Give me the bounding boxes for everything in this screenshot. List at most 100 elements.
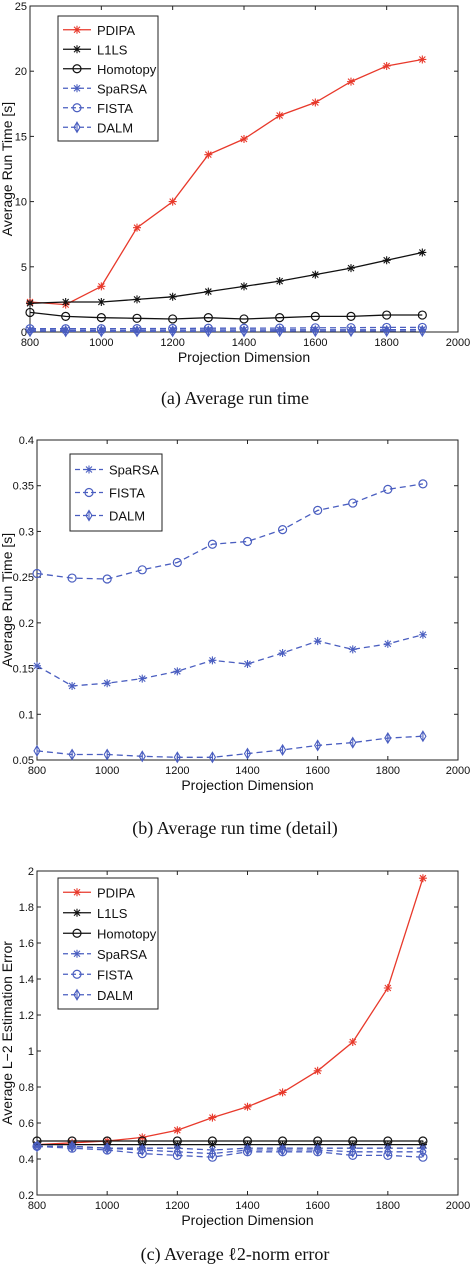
point-homotopy — [207, 1136, 218, 1146]
point-fista — [418, 479, 428, 489]
point-homotopy — [382, 310, 392, 320]
y-tick-label: 5 — [21, 262, 27, 274]
y-tick-label: 20 — [15, 66, 27, 78]
series-line-dalm — [36, 735, 423, 758]
point-homotopy — [132, 313, 142, 323]
point-homotopy — [203, 313, 213, 323]
point-pdipa — [208, 1113, 217, 1122]
point-dalm — [311, 325, 319, 338]
series-dalm — [33, 730, 427, 764]
caption-b: (b) Average run time (detail) — [132, 818, 338, 838]
point-dalm — [419, 730, 427, 743]
point-dalm — [208, 1147, 217, 1160]
y-tick-label: 0.2 — [19, 1190, 34, 1202]
point-dalm — [173, 1145, 181, 1158]
point-l1ls — [275, 277, 284, 286]
point-l1ls — [311, 270, 320, 279]
y-tick-label: 0.2 — [19, 618, 34, 630]
legend-marker — [72, 928, 82, 938]
series-sparsa — [33, 630, 427, 690]
point-sparsa — [278, 649, 287, 658]
legend-marker — [72, 969, 82, 979]
y-axis-label: Average L−2 Estimation Error — [0, 941, 15, 1125]
point-dalm — [349, 736, 357, 749]
point-l1ls — [240, 282, 248, 291]
point-pdipa — [418, 55, 427, 64]
caption-a: (a) Average run time — [160, 388, 310, 408]
legend-label: Homotopy — [97, 62, 157, 77]
y-tick-label: 15 — [15, 131, 27, 143]
x-tick-label: 1200 — [165, 1200, 189, 1212]
point-dalm — [276, 325, 284, 338]
legend-label: FISTA — [97, 101, 133, 116]
series-l1ls — [26, 248, 427, 308]
point-dalm — [384, 731, 392, 745]
x-tick-label: 1600 — [305, 1200, 329, 1212]
legend-marker — [72, 103, 82, 113]
point-dalm — [138, 1143, 146, 1157]
y-tick-label: 2 — [28, 866, 34, 878]
point-fista — [172, 557, 182, 568]
point-dalm — [68, 748, 76, 761]
y-tick-label: 0.05 — [13, 755, 34, 767]
x-tick-label: 1400 — [232, 337, 256, 349]
point-dalm — [278, 1143, 287, 1157]
point-dalm — [62, 325, 70, 338]
legend-item-l1ls: L1LS — [63, 42, 128, 57]
series-dalm — [33, 1140, 427, 1160]
x-tick-label: 1800 — [376, 1200, 400, 1212]
point-pdipa — [243, 1102, 252, 1111]
legend-marker — [73, 121, 81, 134]
legend-marker — [85, 509, 93, 522]
x-tick-label: 1000 — [95, 765, 119, 777]
point-sparsa — [243, 660, 252, 668]
legend-item-dalm: DALM — [63, 988, 133, 1003]
point-dalm — [97, 325, 105, 338]
point-l1ls — [168, 292, 177, 301]
point-dalm — [169, 325, 177, 338]
x-tick-label: 1000 — [95, 1200, 119, 1212]
legend-marker — [73, 949, 81, 958]
series-line-sparsa — [36, 634, 424, 687]
point-sparsa — [103, 679, 112, 688]
point-homotopy — [239, 314, 249, 324]
legend-box — [57, 877, 159, 1010]
point-dalm — [26, 325, 34, 338]
point-homotopy — [25, 307, 35, 318]
x-tick-label: 1400 — [235, 1200, 259, 1212]
point-sparsa — [138, 674, 147, 683]
point-dalm — [243, 1143, 252, 1157]
point-dalm — [243, 747, 252, 760]
legend-item-pdipa: PDIPA — [63, 885, 135, 900]
point-fista — [102, 574, 112, 584]
series-line-sparsa — [29, 328, 423, 331]
point-dalm — [347, 325, 355, 338]
point-homotopy — [346, 311, 356, 321]
point-fista — [242, 536, 253, 547]
point-l1ls — [61, 298, 70, 307]
legend-label: PDIPA — [97, 23, 135, 38]
x-tick-label: 800 — [28, 1200, 46, 1212]
legend: PDIPA L1LS Homotopy SpaRSA FISTA DALM — [57, 877, 159, 1010]
x-tick-label: 2000 — [446, 1200, 470, 1212]
legend: SpaRSA FISTA DALM — [69, 453, 163, 532]
legend-item-fista: FISTA — [63, 101, 133, 116]
point-dalm — [173, 751, 181, 764]
point-sparsa — [313, 637, 322, 646]
series-line-dalm — [37, 1145, 423, 1155]
x-tick-label: 800 — [21, 337, 39, 349]
legend-item-sparsa: SpaRSA — [63, 81, 147, 96]
point-sparsa — [348, 645, 357, 654]
series-fista — [32, 479, 428, 584]
x-tick-label: 1200 — [165, 765, 189, 777]
legend-label: PDIPA — [97, 885, 135, 900]
y-tick-label: 0.4 — [19, 1154, 34, 1166]
point-pdipa — [313, 1066, 322, 1075]
point-fista — [277, 524, 288, 535]
point-fista — [383, 484, 393, 494]
y-tick-label: 0.35 — [13, 481, 34, 493]
x-axis-label: Projection Dimension — [181, 777, 313, 793]
y-tick-label: 1.8 — [19, 902, 34, 914]
point-l1ls — [418, 248, 427, 257]
